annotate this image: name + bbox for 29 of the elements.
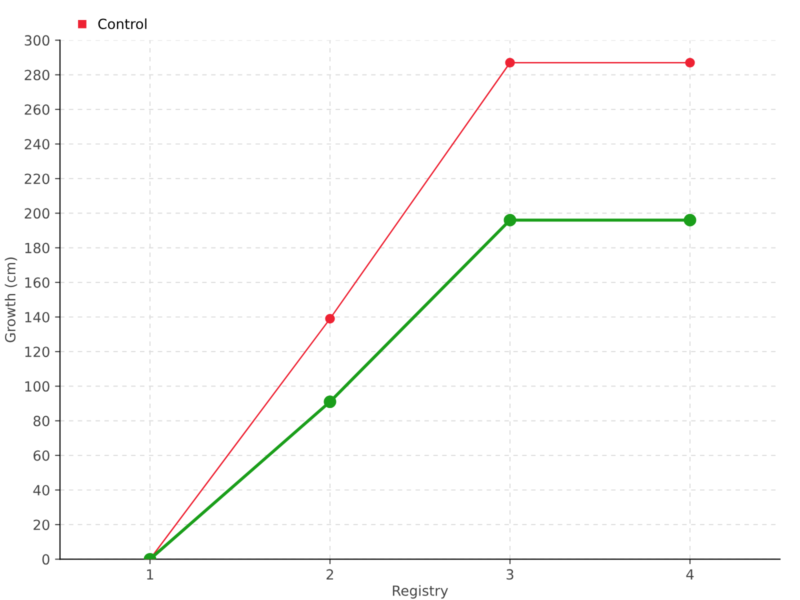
- y-tick-label: 280: [24, 70, 50, 80]
- y-tick-label: 160: [25, 277, 50, 288]
- y-tick-label: 300: [24, 35, 50, 46]
- point: [505, 58, 515, 68]
- point: [685, 58, 695, 68]
- y-tick-label: 80: [34, 416, 50, 426]
- y-tick-label: 240: [24, 138, 50, 150]
- y-tick-label: 40: [33, 484, 50, 496]
- y-tick-label: 260: [24, 104, 50, 115]
- point: [504, 214, 516, 226]
- y-tick-label: 220: [24, 174, 50, 184]
- y-axis-title: Growth (cm): [4, 258, 18, 342]
- y-tick-label: 0: [42, 554, 50, 565]
- y-tick-label: 20: [34, 520, 50, 530]
- point: [684, 214, 696, 226]
- y-tick-label: 180: [25, 242, 50, 254]
- y-tick-label: 140: [25, 312, 50, 322]
- y-tick-label: 200: [24, 208, 50, 219]
- point: [325, 314, 335, 324]
- x-tick-label: 1: [147, 569, 154, 580]
- x-tick-label: 2: [326, 569, 334, 580]
- legend-label: Control: [98, 18, 146, 30]
- x-tick-label: 4: [686, 569, 694, 580]
- x-tick-label: 3: [506, 569, 514, 580]
- y-tick-label: 60: [34, 450, 50, 461]
- y-tick-label: 100: [25, 381, 50, 392]
- point: [324, 396, 336, 408]
- y-tick-label: 120: [25, 346, 50, 358]
- x-axis-title: Registry: [392, 585, 448, 599]
